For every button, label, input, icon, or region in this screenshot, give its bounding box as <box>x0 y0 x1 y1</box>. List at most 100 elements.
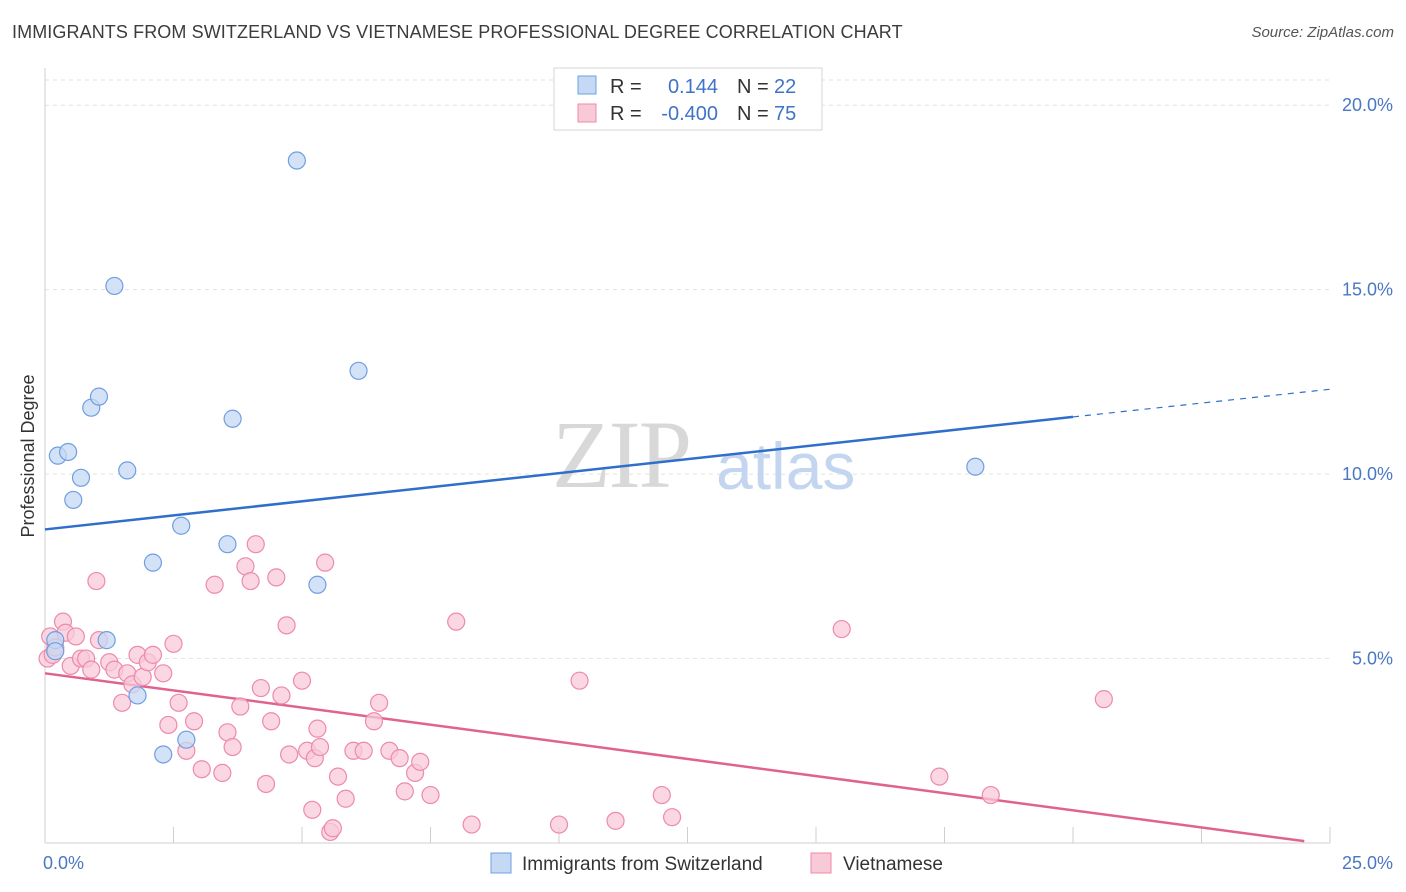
y-tick-label-0: 5.0% <box>1352 649 1393 669</box>
series-legend: Immigrants from Switzerland Vietnamese <box>490 852 943 875</box>
x-tick-label-min: 0.0% <box>43 853 84 873</box>
point-vietnamese-72 <box>832 619 851 639</box>
point-switzerland-14 <box>172 516 191 535</box>
point-vietnamese-33 <box>231 697 250 716</box>
point-switzerland-4 <box>64 490 83 510</box>
point-vietnamese-27 <box>184 712 204 731</box>
point-vietnamese-41 <box>272 686 291 705</box>
point-switzerland-12 <box>143 553 163 572</box>
y-tick-label-2: 15.0% <box>1342 280 1393 300</box>
y-tick-labels: 5.0% 10.0% 15.0% 20.0% <box>1342 95 1393 668</box>
point-vietnamese-28 <box>192 760 211 779</box>
data-points <box>38 151 1113 842</box>
point-vietnamese-35 <box>241 571 260 591</box>
point-vietnamese-15 <box>112 693 132 712</box>
legend-r-value-2: -0.400 <box>661 103 718 125</box>
point-vietnamese-44 <box>292 671 312 690</box>
point-vietnamese-46 <box>303 800 322 819</box>
trend-line-0 <box>44 415 1074 531</box>
point-vietnamese-7 <box>66 627 85 646</box>
point-switzerland-16 <box>218 535 237 554</box>
point-switzerland-11 <box>128 686 147 705</box>
point-vietnamese-70 <box>652 785 671 805</box>
y-tick-label-1: 10.0% <box>1342 464 1393 484</box>
watermark-atlas: atlas <box>716 429 855 503</box>
point-vietnamese-29 <box>205 575 224 594</box>
point-switzerland-17 <box>223 409 242 428</box>
x-tick-label-max: 25.0% <box>1342 853 1393 873</box>
point-vietnamese-42 <box>277 616 296 635</box>
grid-lines <box>45 79 1330 660</box>
point-vietnamese-49 <box>310 737 330 757</box>
bottom-legend-swatch-vietnamese <box>810 852 832 874</box>
point-vietnamese-11 <box>87 571 106 591</box>
point-vietnamese-56 <box>354 741 373 760</box>
point-vietnamese-38 <box>256 774 276 794</box>
point-switzerland-9 <box>105 276 124 296</box>
point-vietnamese-30 <box>213 763 232 783</box>
point-vietnamese-60 <box>390 749 409 768</box>
point-vietnamese-68 <box>570 671 589 690</box>
axes <box>44 68 1331 844</box>
bottom-legend-swatch-switzerland <box>490 852 512 874</box>
point-switzerland-13 <box>154 745 173 764</box>
legend-r-label-2: R = <box>610 103 642 125</box>
trend-lines <box>44 388 1331 843</box>
point-vietnamese-75 <box>1094 690 1113 709</box>
point-vietnamese-23 <box>159 715 178 735</box>
point-vietnamese-50 <box>316 553 335 572</box>
point-vietnamese-52 <box>323 819 342 838</box>
point-vietnamese-54 <box>336 789 355 808</box>
point-switzerland-18 <box>287 151 306 170</box>
point-vietnamese-57 <box>364 712 384 731</box>
legend-swatch-switzerland <box>577 75 597 95</box>
point-vietnamese-74 <box>981 785 1000 805</box>
point-vietnamese-61 <box>395 782 414 801</box>
trend-line-1 <box>44 672 1305 843</box>
point-vietnamese-71 <box>662 808 682 827</box>
point-switzerland-10 <box>118 461 137 480</box>
point-vietnamese-24 <box>164 634 183 653</box>
correlation-legend: R = 0.144 N = 22 R = -0.400 N = 75 <box>553 67 823 131</box>
legend-r-value-1: 0.144 <box>668 76 718 98</box>
legend-swatch-vietnamese <box>577 103 597 123</box>
point-vietnamese-66 <box>462 815 481 834</box>
point-vietnamese-22 <box>154 664 173 683</box>
point-switzerland-3 <box>59 442 78 462</box>
point-switzerland-15 <box>177 730 196 749</box>
point-switzerland-7 <box>89 387 109 406</box>
point-vietnamese-36 <box>246 535 265 554</box>
point-vietnamese-58 <box>370 693 389 712</box>
point-vietnamese-40 <box>267 568 286 587</box>
point-switzerland-8 <box>97 631 116 650</box>
legend-n-label-2: N = <box>737 103 769 125</box>
point-vietnamese-10 <box>82 660 101 679</box>
point-vietnamese-65 <box>447 612 466 631</box>
point-vietnamese-32 <box>223 737 242 757</box>
trend-line-extension-0 <box>1072 388 1331 418</box>
point-switzerland-20 <box>349 361 368 380</box>
chart-title: IMMIGRANTS FROM SWITZERLAND VS VIETNAMES… <box>12 22 903 42</box>
point-vietnamese-53 <box>328 767 348 786</box>
bottom-legend-label-switzerland: Immigrants from Switzerland <box>522 854 763 875</box>
point-vietnamese-63 <box>411 752 430 771</box>
point-vietnamese-48 <box>308 719 327 738</box>
point-vietnamese-25 <box>169 693 188 712</box>
legend-r-label-1: R = <box>610 76 642 98</box>
point-vietnamese-69 <box>606 811 625 830</box>
point-vietnamese-39 <box>262 712 281 731</box>
legend-n-value-1: 22 <box>774 76 796 98</box>
point-switzerland-5 <box>71 468 91 487</box>
y-axis-label: Professional Degree <box>18 374 38 537</box>
bottom-legend-label-vietnamese: Vietnamese <box>843 854 943 875</box>
point-vietnamese-43 <box>280 745 299 764</box>
point-vietnamese-21 <box>143 645 163 664</box>
legend-n-label-1: N = <box>737 76 769 98</box>
point-vietnamese-64 <box>421 785 440 805</box>
point-vietnamese-37 <box>251 678 270 698</box>
point-vietnamese-67 <box>549 815 569 834</box>
chart-source: Source: ZipAtlas.com <box>1251 24 1394 41</box>
y-tick-label-3: 20.0% <box>1342 95 1393 115</box>
point-vietnamese-73 <box>930 767 949 786</box>
